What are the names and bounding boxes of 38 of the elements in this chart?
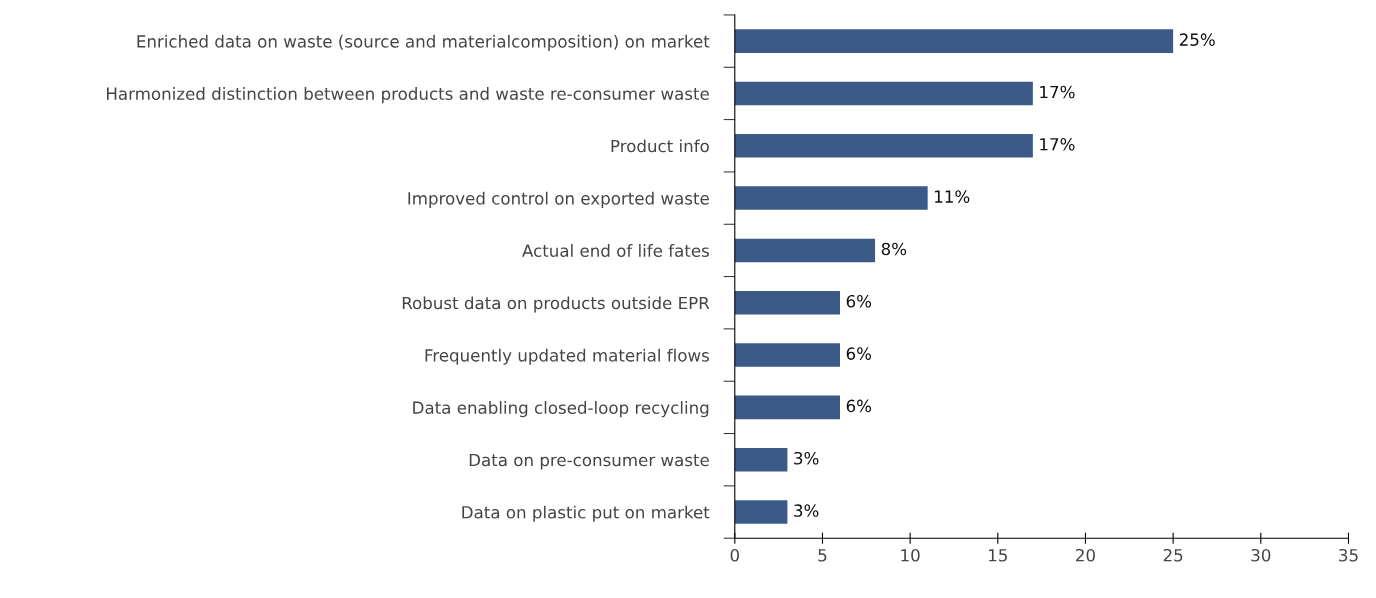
bar	[734, 238, 876, 263]
bar	[734, 29, 1174, 53]
data-label: 17%	[1040, 85, 1075, 99]
bar	[734, 290, 840, 315]
bar	[734, 500, 788, 524]
bar	[734, 186, 928, 210]
data-label: 11%	[935, 190, 970, 203]
x-tick-label: 25	[1163, 548, 1183, 562]
y-tick-label: Data enabling closed-loop recycling	[413, 401, 709, 418]
data-label: 3%	[794, 504, 819, 517]
x-tick-label: 5	[818, 549, 827, 562]
x-tick-label: 35	[1339, 548, 1358, 562]
data-label: 3%	[794, 451, 819, 465]
x-tick-label: 20	[1076, 548, 1095, 562]
y-tick-label: Harmonized distinction between products and waste re-consumer waste	[107, 87, 709, 104]
data-label: 6%	[846, 347, 872, 360]
y-tick-label: Data on pre-consumer waste	[469, 453, 709, 470]
bar	[734, 133, 1033, 158]
bar	[734, 447, 788, 472]
data-label: 25%	[1179, 33, 1215, 46]
x-tick-label: 10	[901, 548, 920, 562]
bar	[734, 81, 1033, 106]
data-label: 8%	[881, 242, 907, 256]
y-tick-label: Enriched data on waste (source and materialcomposition) on market	[137, 34, 710, 51]
y-tick-label: Improved control on exported waste	[408, 191, 709, 208]
y-tick-label: Robust data on products outside EPR	[402, 296, 710, 313]
bar	[734, 343, 840, 367]
y-tick-label: Data on plastic put on market	[462, 505, 710, 522]
x-tick-label: 0	[730, 548, 739, 562]
data-label: 17%	[1040, 137, 1075, 151]
x-tick-label: 30	[1251, 548, 1271, 562]
data-label: 6%	[846, 399, 872, 413]
y-tick-label: Actual end of life fates	[522, 244, 709, 257]
x-tick-label: 15	[989, 549, 1007, 562]
y-tick-label: Product info	[611, 139, 709, 153]
y-tick-label: Frequently updated material flows	[425, 348, 709, 365]
data-label: 6%	[846, 294, 872, 308]
bar	[734, 395, 840, 420]
